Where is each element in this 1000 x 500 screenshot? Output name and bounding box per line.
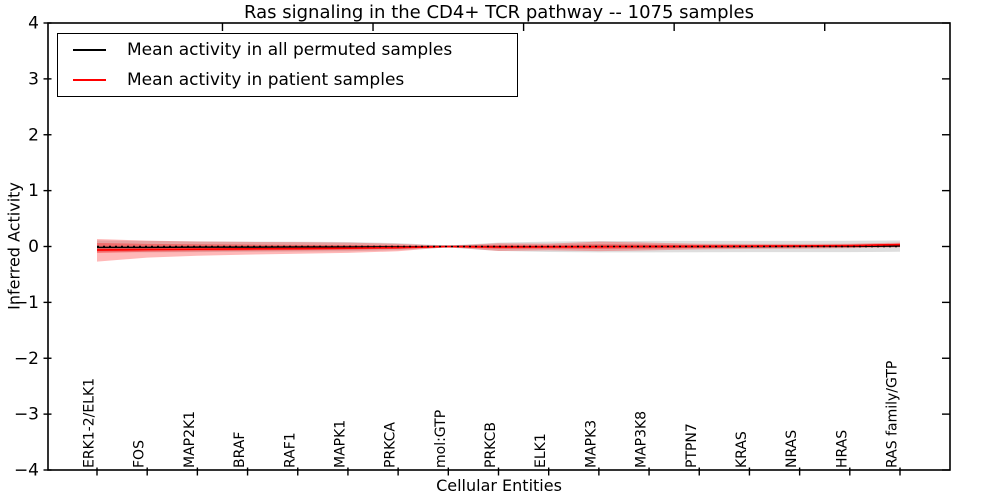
x-tick-label: FOS <box>132 440 148 468</box>
y-tick-label: 2 <box>28 125 39 145</box>
x-tick-label: RAS family/GTP <box>885 361 901 468</box>
y-tick-label: 4 <box>28 14 39 34</box>
x-tick-label: BRAF <box>232 432 248 468</box>
y-tick-label: 1 <box>28 181 39 201</box>
y-tick-label: 0 <box>28 237 39 257</box>
x-tick-label: ELK1 <box>533 433 549 468</box>
x-tick-label: PRKCB <box>483 422 499 468</box>
legend-line-swatch <box>73 79 106 81</box>
confidence-band <box>97 242 900 253</box>
x-tick-label: RAF1 <box>282 432 298 468</box>
x-tick-label: KRAS <box>734 431 750 468</box>
legend: Mean activity in all permuted samples Mea… <box>57 33 518 97</box>
x-tick-label: ERK1-2/ELK1 <box>82 378 98 468</box>
x-axis-label: Cellular Entities <box>436 476 562 495</box>
y-tick-label: −1 <box>14 293 39 313</box>
y-tick-label: −2 <box>14 349 39 369</box>
x-tick-label: PRKCA <box>383 422 399 468</box>
y-tick-label: −4 <box>14 461 39 481</box>
legend-label: Mean activity in patient samples <box>127 70 405 90</box>
x-tick-label: MAP3K8 <box>634 411 650 468</box>
x-tick-label: NRAS <box>784 430 800 468</box>
legend-item: Mean activity in all permuted samples <box>58 37 517 63</box>
x-tick-label: mol:GTP <box>433 410 449 468</box>
x-tick-label: MAPK3 <box>583 420 599 468</box>
legend-label: Mean activity in all permuted samples <box>127 40 453 60</box>
legend-item: Mean activity in patient samples <box>58 67 517 93</box>
x-tick-label: MAP2K1 <box>182 411 198 468</box>
chart-title: Ras signaling in the CD4+ TCR pathway --… <box>244 2 754 23</box>
x-tick-label: MAPK1 <box>332 420 348 468</box>
legend-line-swatch <box>73 49 106 51</box>
y-axis-label: Inferred Activity <box>4 182 24 310</box>
x-tick-label: HRAS <box>834 430 850 468</box>
confidence-band <box>97 239 900 262</box>
y-tick-label: 3 <box>28 69 39 89</box>
x-tick-label: PTPN7 <box>684 423 700 468</box>
y-tick-label: −3 <box>14 405 39 425</box>
mean-activity-line <box>96 243 901 251</box>
